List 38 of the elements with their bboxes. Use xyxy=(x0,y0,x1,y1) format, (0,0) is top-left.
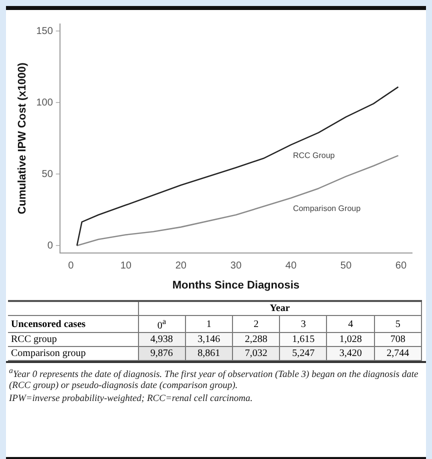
data-label: 1,028 xyxy=(326,332,374,347)
y-tick-label: RCC group xyxy=(8,332,138,347)
data-label: 2,288 xyxy=(232,332,280,347)
x-tick-label: 2 xyxy=(232,316,280,333)
x-tick-label: 50 xyxy=(340,260,352,272)
x-tick-label: 0$^{a}$ xyxy=(138,316,186,333)
x-tick-label: 20 xyxy=(175,260,187,272)
y-tick-label: 150 xyxy=(36,26,54,37)
y-tick-label: Comparison group xyxy=(8,346,138,361)
y-axis-title: Uncensored cases xyxy=(8,316,138,333)
y-tick-label: 100 xyxy=(36,97,54,108)
y-tick-label: 0 xyxy=(47,240,54,252)
text: IPW=inverse probability-weighted; RCC=renal cell carcinoma. xyxy=(9,394,254,406)
x-tick-label: 30 xyxy=(230,260,242,272)
x-tick-label: 10 xyxy=(120,260,132,272)
data-label: 3,420 xyxy=(326,346,374,361)
chart-title: Year xyxy=(138,301,422,316)
data-label: 8,861 xyxy=(185,346,233,361)
x-tick-label: 5 xyxy=(374,316,422,333)
data-label: 708 xyxy=(374,332,422,347)
data-label: 4,938 xyxy=(138,332,186,347)
data-label: 3,146 xyxy=(185,332,233,347)
x-tick-label: 4 xyxy=(326,316,374,333)
x-tick-label: 60 xyxy=(395,260,407,272)
data-label: 5,247 xyxy=(280,346,327,361)
data-label: 7,032 xyxy=(232,346,280,361)
series-label: RCC Group xyxy=(292,151,336,160)
data-label: 2,744 xyxy=(374,346,422,361)
series-label: Comparison Group xyxy=(292,204,362,214)
x-tick-label: 1 xyxy=(185,316,233,333)
data-label: 1,615 xyxy=(280,332,327,347)
y-axis-title: Cumulative IPW Cost (x1000) xyxy=(16,62,29,214)
x-axis-title: Months Since Diagnosis xyxy=(172,279,300,292)
text: $^{a}$Year 0 represents the date of diagnosis. The first year of observation (Table 3) began on the diagnosis date (RCC group) or pseudo-diagnosis date (comparison group). xyxy=(9,365,420,392)
y-tick-label: 50 xyxy=(42,168,54,180)
x-tick-label: 40 xyxy=(285,260,297,272)
x-tick-label: 3 xyxy=(280,316,327,333)
data-label: 9,876 xyxy=(138,346,186,361)
